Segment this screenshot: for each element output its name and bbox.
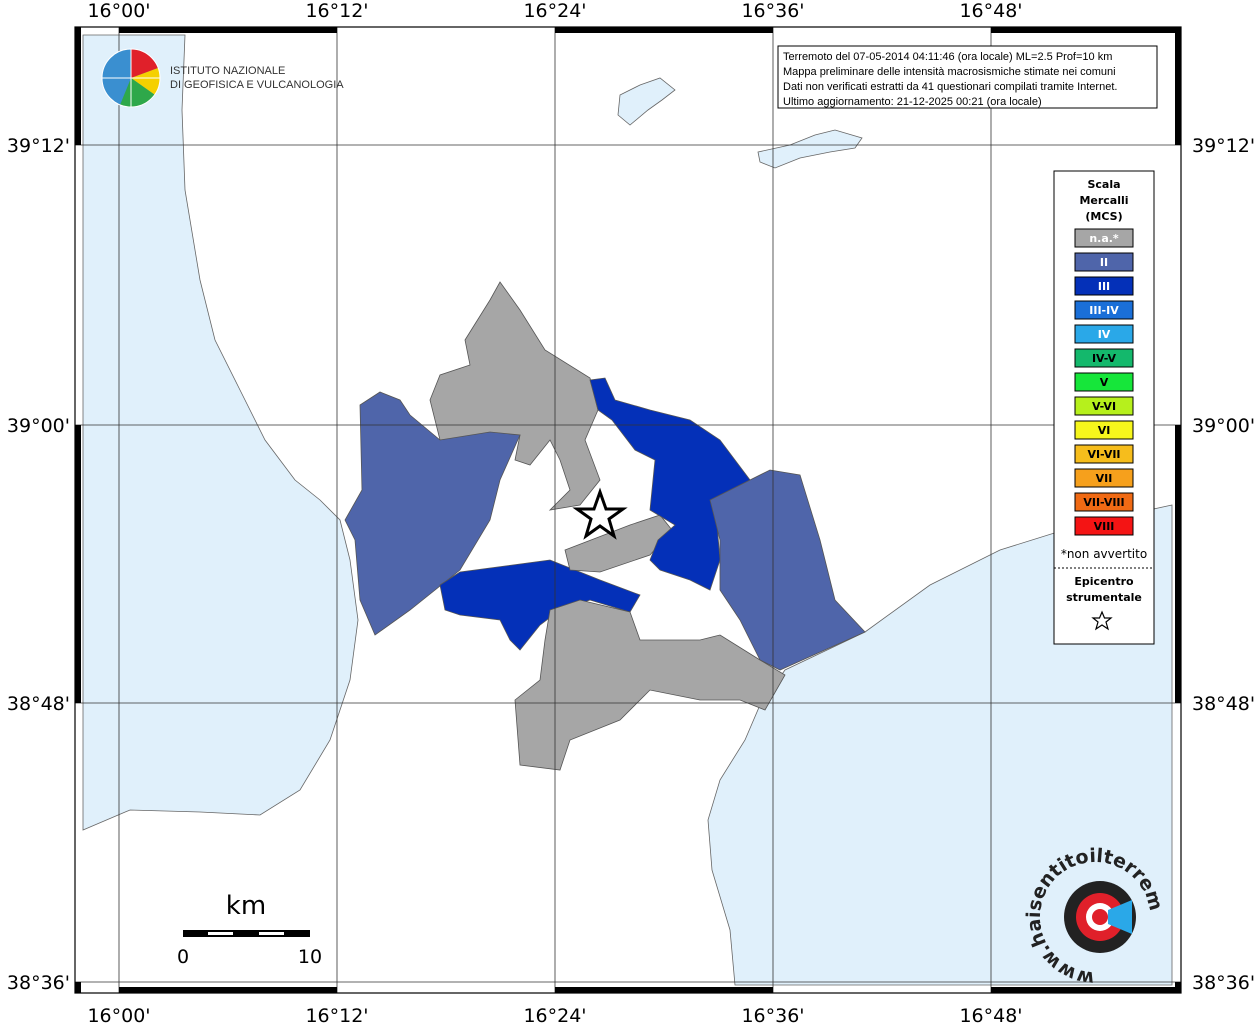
y-axis-label: 39°00' — [1192, 415, 1255, 437]
legend-swatch — [1074, 420, 1134, 440]
x-axis-label: 16°12' — [305, 1005, 368, 1024]
area — [589, 377, 751, 591]
ingv-logo: ISTITUTO NAZIONALE DI GEOFISICA E VULCAN… — [101, 48, 344, 108]
scale-label: 10 — [298, 946, 322, 968]
info-line: Mappa preliminare delle intensità macros… — [783, 66, 1116, 78]
legend-label: VII — [1096, 472, 1113, 485]
legend-title: Scala — [1087, 178, 1120, 191]
y-axis-label: 39°12' — [7, 135, 70, 157]
legend-label: VI-VII — [1087, 448, 1120, 461]
legend-label: III-IV — [1089, 304, 1119, 317]
legend-star — [1091, 610, 1113, 631]
legend-title: Mercalli — [1079, 194, 1128, 207]
legend-swatch — [1074, 444, 1134, 464]
legend-note: *non avvertito — [1061, 547, 1147, 561]
legend-label: n.a.* — [1089, 232, 1119, 245]
scale-unit: km — [226, 891, 266, 921]
x-axis-label: 16°00' — [87, 0, 150, 22]
lake — [617, 77, 676, 126]
scale-bar: km 0 10 — [177, 891, 322, 968]
legend-swatch — [1074, 372, 1134, 392]
legend-label: VIII — [1094, 520, 1115, 533]
y-axis-label: 38°36' — [7, 972, 70, 994]
legend-title: (MCS) — [1085, 210, 1122, 223]
legend-swatch — [1074, 324, 1134, 344]
x-axis-label: 16°24' — [523, 1005, 586, 1024]
legend-label: II — [1100, 256, 1108, 269]
graticule — [75, 27, 1181, 993]
scale-label: 0 — [177, 946, 189, 968]
legend-label: IV — [1098, 328, 1111, 341]
logo-text: ISTITUTO NAZIONALE — [170, 65, 285, 77]
epicenter-star — [572, 487, 628, 540]
lake — [757, 129, 863, 169]
legend-swatch — [1074, 276, 1134, 296]
legend-label: V-VI — [1092, 400, 1116, 413]
legend-swatch — [1074, 396, 1134, 416]
info-box — [777, 45, 1158, 109]
x-axis-label: 16°00' — [87, 1005, 150, 1024]
legend-swatch — [1074, 348, 1134, 368]
legend-epicenter: strumentale — [1066, 591, 1142, 604]
legend-swatch — [1074, 468, 1134, 488]
x-axis-label: 16°48' — [959, 0, 1022, 22]
legend-swatch — [1074, 252, 1134, 272]
y-axis-label: 38°48' — [7, 693, 70, 715]
legend-label: VII-VIII — [1083, 496, 1124, 509]
legend-swatch — [1074, 228, 1134, 248]
legend-label: III — [1098, 280, 1110, 293]
area — [344, 391, 521, 636]
legend-label: VI — [1098, 424, 1111, 437]
legend-label: IV-V — [1092, 352, 1117, 365]
sea-west — [82, 34, 359, 831]
info-line: Dati non verificati estratti da 41 quest… — [783, 81, 1117, 93]
area — [514, 599, 786, 771]
y-axis-label: 39°00' — [7, 415, 70, 437]
x-axis-label: 16°12' — [305, 0, 368, 22]
legend-epicenter: Epicentro — [1074, 575, 1134, 588]
logo-text: DI GEOFISICA E VULCANOLOGIA — [170, 79, 344, 91]
info-line: Terremoto del 07-05-2014 04:11:46 (ora l… — [783, 51, 1112, 63]
area — [709, 469, 866, 671]
info-line: Ultimo aggiornamento: 21-12-2025 00:21 (… — [783, 96, 1042, 108]
y-axis-label: 39°12' — [1192, 135, 1255, 157]
y-axis-label: 38°48' — [1192, 693, 1255, 715]
x-axis-label: 16°48' — [959, 1005, 1022, 1024]
legend-swatch — [1074, 300, 1134, 320]
x-axis-label: 16°36' — [741, 1005, 804, 1024]
frame-bars — [75, 27, 1181, 993]
legend-label: V — [1100, 376, 1109, 389]
x-axis-label: 16°24' — [523, 0, 586, 22]
x-axis-label: 16°36' — [741, 0, 804, 22]
legend-swatch — [1074, 492, 1134, 512]
legend-swatch — [1074, 516, 1134, 536]
y-axis-label: 38°36' — [1192, 972, 1255, 994]
